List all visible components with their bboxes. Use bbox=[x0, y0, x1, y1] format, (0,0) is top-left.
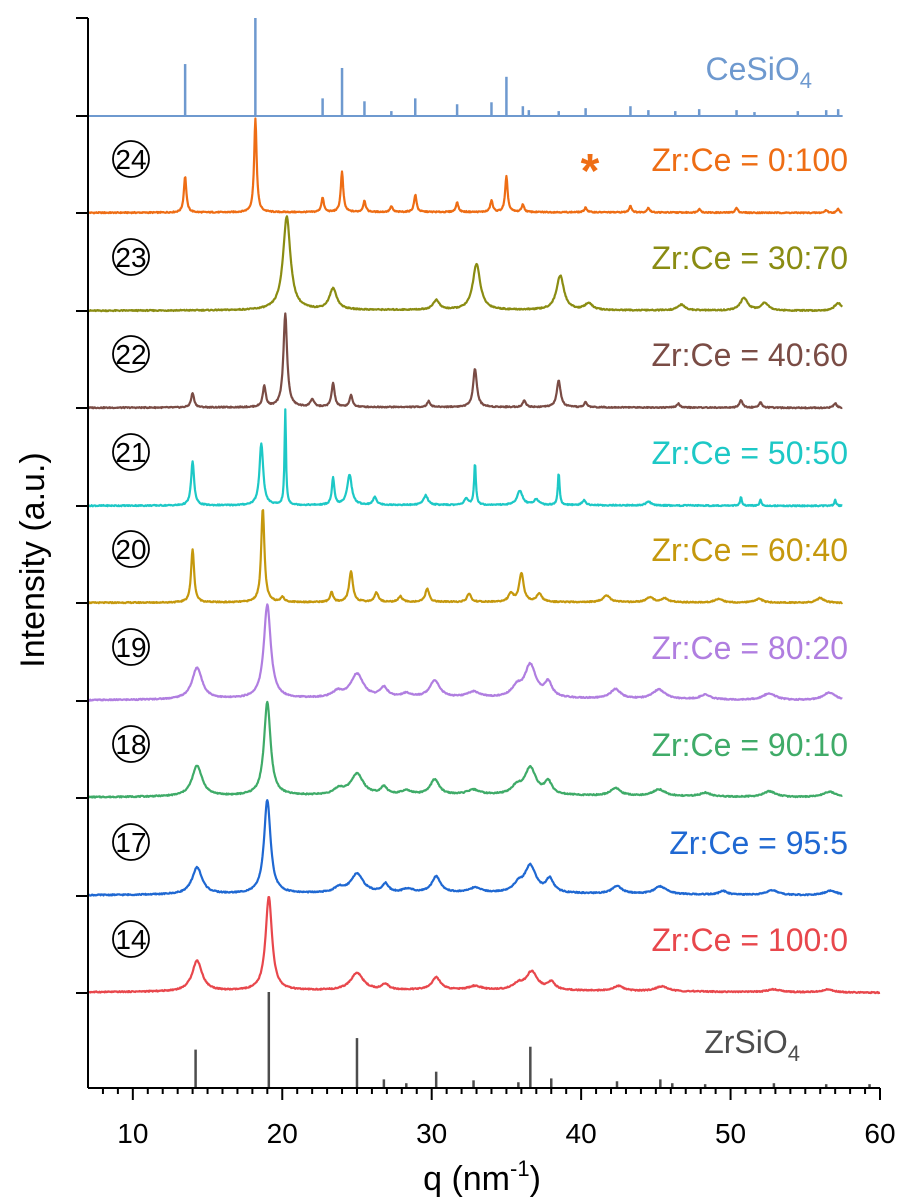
x-axis-title-sup: -1 bbox=[510, 1156, 530, 1181]
series-label: Zr:Ce = 0:100 bbox=[651, 142, 848, 178]
x-tick-label: 10 bbox=[117, 1118, 148, 1149]
sample-id-circle bbox=[112, 920, 150, 958]
sample-traces bbox=[87, 117, 881, 995]
x-tick-label: 40 bbox=[566, 1118, 597, 1149]
sample-id-circle bbox=[112, 628, 150, 666]
x-axis-title-close: ) bbox=[530, 1160, 541, 1198]
reference-label: ZrSiO4 bbox=[704, 1024, 800, 1066]
sample-id: 22 bbox=[115, 339, 146, 370]
x-tick-label: 30 bbox=[416, 1118, 447, 1149]
sample-id: 14 bbox=[115, 924, 146, 955]
sample-id: 17 bbox=[115, 827, 146, 858]
series-line bbox=[87, 117, 843, 215]
series-label: Zr:Ce = 50:50 bbox=[651, 435, 848, 471]
series-label: Zr:Ce = 40:60 bbox=[651, 337, 848, 373]
series-line bbox=[87, 408, 843, 508]
sample-id-circle bbox=[112, 530, 150, 568]
sample-id-circle bbox=[112, 433, 150, 471]
series-line bbox=[87, 509, 844, 605]
sample-id: 18 bbox=[115, 729, 146, 760]
y-axis-title: Intensity (a.u.) bbox=[14, 452, 52, 667]
series-line bbox=[87, 896, 881, 995]
x-tick-label: 50 bbox=[715, 1118, 746, 1149]
sample-id: 23 bbox=[115, 242, 146, 273]
sample-id-circle bbox=[112, 140, 150, 178]
x-axis-title: q (nm-1) bbox=[423, 1156, 541, 1198]
reference-label-subscript: 4 bbox=[800, 68, 812, 93]
series-label: Zr:Ce = 95:5 bbox=[669, 825, 848, 861]
sample-id: 19 bbox=[115, 632, 146, 663]
reference-label: CeSiO4 bbox=[706, 51, 813, 93]
series-line bbox=[87, 215, 844, 313]
sample-id: 21 bbox=[115, 437, 146, 468]
series-label: Zr:Ce = 90:10 bbox=[651, 727, 848, 763]
series-line bbox=[87, 603, 843, 702]
reference-label-subscript: 4 bbox=[788, 1041, 800, 1066]
reference-label-main: ZrSiO bbox=[704, 1024, 788, 1060]
series-label: Zr:Ce = 30:70 bbox=[651, 240, 848, 276]
series-marker: * bbox=[581, 145, 600, 198]
reference-label-main: CeSiO bbox=[706, 51, 800, 87]
x-tick-label: 60 bbox=[864, 1118, 895, 1149]
series-line bbox=[87, 312, 843, 410]
series-label: Zr:Ce = 60:40 bbox=[651, 532, 848, 568]
x-tick-label: 20 bbox=[267, 1118, 298, 1149]
x-axis-title-main: q (nm bbox=[423, 1160, 510, 1198]
sample-id-circle bbox=[112, 238, 150, 276]
sample-id: 20 bbox=[115, 534, 146, 565]
reference-patterns bbox=[88, 18, 871, 1088]
series-label: Zr:Ce = 100:0 bbox=[651, 922, 848, 958]
sample-id-circle bbox=[112, 335, 150, 373]
series-line bbox=[87, 799, 843, 897]
axes bbox=[76, 17, 881, 1100]
sample-id-circle bbox=[112, 823, 150, 861]
series-label: Zr:Ce = 80:20 bbox=[651, 630, 848, 666]
sample-id: 24 bbox=[115, 144, 146, 175]
series-line bbox=[87, 700, 843, 799]
sample-id-circle bbox=[112, 725, 150, 763]
